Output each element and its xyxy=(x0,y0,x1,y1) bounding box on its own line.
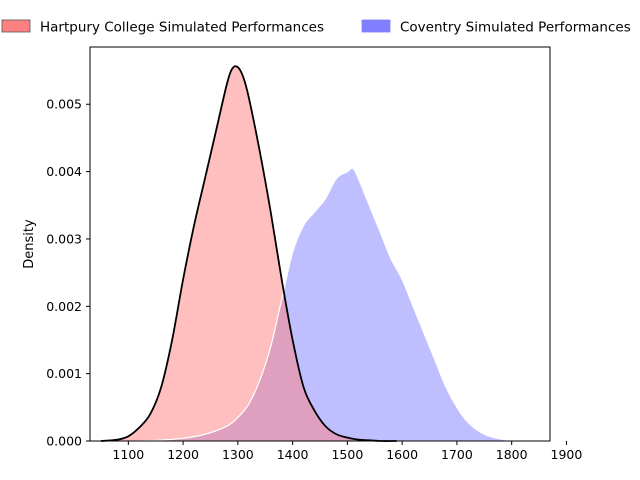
legend-label-hartpury: Hartpury College Simulated Performances xyxy=(40,20,324,36)
x-tick-label: 1600 xyxy=(386,447,418,462)
plot-frame xyxy=(89,46,551,442)
x-tick-label: 1200 xyxy=(167,447,199,462)
y-tick-label: 0.002 xyxy=(46,299,82,314)
x-tick-label: 1100 xyxy=(112,447,144,462)
x-tick-label: 1900 xyxy=(551,447,583,462)
y-tick-label: 0.000 xyxy=(46,434,82,449)
x-tick-label: 1500 xyxy=(331,447,363,462)
x-tick-label: 1800 xyxy=(496,447,528,462)
area-fill-1 xyxy=(128,167,518,441)
density-line-0 xyxy=(100,65,397,442)
y-tick-label: 0.003 xyxy=(46,231,82,246)
density-line-1 xyxy=(128,167,518,442)
y-tick-label: 0.005 xyxy=(46,97,82,112)
y-tick-label: 0.004 xyxy=(46,164,82,179)
legend: Hartpury College Simulated Performances … xyxy=(1,19,631,36)
legend-swatch-coventry xyxy=(361,19,391,33)
y-axis: 0.000 0.001 0.002 0.003 0.004 0.005 xyxy=(46,97,90,449)
x-tick-label: 1700 xyxy=(441,447,473,462)
legend-label-coventry: Coventry Simulated Performances xyxy=(400,20,631,36)
x-tick-label: 1300 xyxy=(222,447,254,462)
area-fill-0 xyxy=(100,66,397,442)
y-axis-label: Density xyxy=(22,219,37,269)
y-tick-label: 0.001 xyxy=(46,366,82,381)
legend-swatch-hartpury xyxy=(1,19,31,33)
plot-areas xyxy=(100,65,518,442)
x-tick-label: 1400 xyxy=(277,447,309,462)
x-axis: 1100 1200 1300 1400 1500 1600 1700 1800 1900 xyxy=(112,441,582,462)
